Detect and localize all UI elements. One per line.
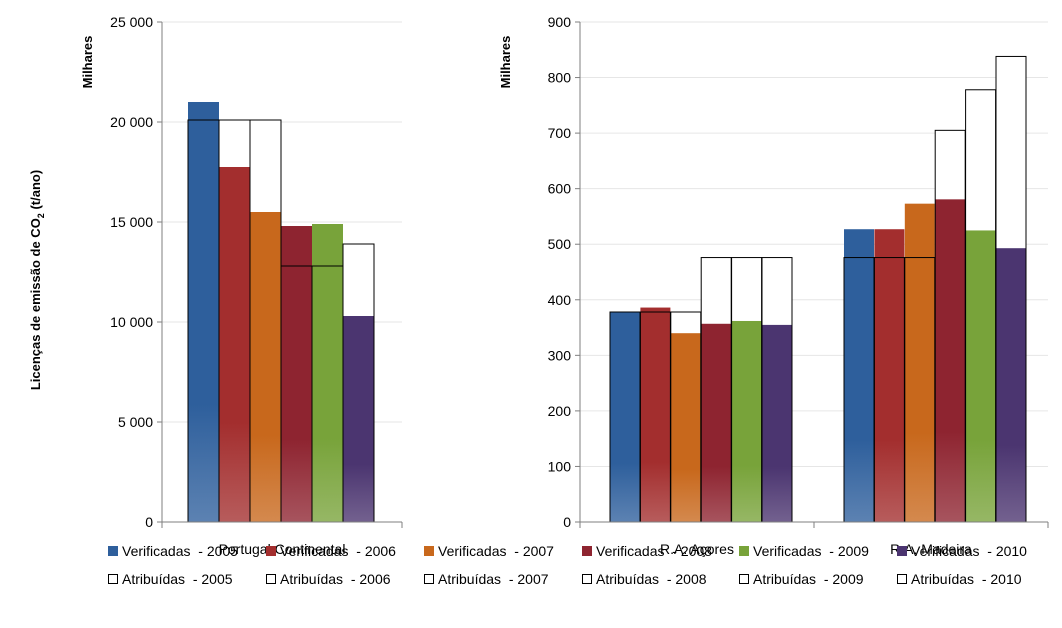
legend-swatch [424, 546, 434, 556]
legend-swatch [108, 574, 118, 584]
bar-allocated-excess [996, 56, 1026, 249]
bar-allocated-excess [731, 257, 762, 321]
y-tick-label: 25 000 [110, 14, 153, 30]
legend-label: Atribuídas - 2010 [911, 571, 1022, 587]
legend-label: Atribuídas - 2008 [596, 571, 707, 587]
legend-swatch [424, 574, 434, 584]
y-tick-label: 0 [145, 514, 153, 530]
bar-verified [670, 333, 701, 522]
bar-verified [343, 316, 374, 522]
panels-layer: 0 5 000 10 000 15 000 20 000 25 000 Milhares Po… [80, 14, 1049, 557]
shared-y-axis-label-tail: (t/ano) [28, 170, 43, 213]
y-tick-label: 100 [548, 458, 572, 474]
bar-allocated-excess [343, 244, 374, 316]
y-tick-label: 900 [548, 14, 572, 30]
y-tick-label: 10 000 [110, 314, 153, 330]
legend-swatch [582, 546, 592, 556]
bar-allocated-excess [250, 120, 281, 212]
bar-verified [701, 323, 732, 522]
category-label: R.A. Madeira [890, 541, 972, 557]
legend-swatch [108, 546, 118, 556]
bar-verified [904, 203, 935, 522]
legend-swatch [897, 546, 907, 556]
legend-swatch [739, 546, 749, 556]
category-label: R.A. Açores [660, 541, 734, 557]
bar-verified [762, 324, 792, 522]
panel-1: 0 100 200 300 400 500 600 700 800 900 Milhares R.A.… [498, 14, 1049, 557]
bar-allocated-excess [762, 257, 792, 325]
legend: Verificadas - 2005 Verificadas - 2006 Veri… [108, 543, 1027, 587]
y-tick-label: 500 [548, 236, 572, 252]
legend-swatch [266, 546, 276, 556]
shared-y-axis-label-subscript: 2 [36, 213, 46, 218]
legend-swatch [739, 574, 749, 584]
bar-allocated-excess [701, 257, 732, 324]
legend-label: Verificadas - 2005 [122, 543, 238, 559]
y-tick-label: 15 000 [110, 214, 153, 230]
bar-allocated-excess [219, 120, 250, 167]
bar-verified [731, 320, 762, 522]
panel-0: 0 5 000 10 000 15 000 20 000 25 000 Milhares Po… [80, 14, 403, 557]
legend-swatch [897, 574, 907, 584]
y-axis-title: Milhares [80, 36, 95, 89]
y-tick-label: 5 000 [118, 414, 153, 430]
bar-verified [219, 167, 250, 522]
shared-y-axis-label: Licenças de emissão de CO2 (t/ano) [28, 170, 46, 390]
legend-label: Verificadas - 2009 [753, 543, 869, 559]
y-tick-label: 200 [548, 403, 572, 419]
y-tick-label: 300 [548, 347, 572, 363]
bar-verified [281, 226, 312, 522]
bar-verified [610, 312, 640, 522]
legend-label: Verificadas - 2010 [911, 543, 1027, 559]
bar-verified [312, 224, 343, 522]
y-tick-label: 20 000 [110, 114, 153, 130]
y-axis-title: Milhares [498, 36, 513, 89]
legend-label: Atribuídas - 2009 [753, 571, 864, 587]
y-tick-label: 800 [548, 70, 572, 86]
bar-verified [874, 229, 905, 522]
y-tick-label: 0 [563, 514, 571, 530]
bar-verified [640, 307, 671, 522]
legend-swatch [266, 574, 276, 584]
shared-y-axis-label-main: Licenças de emissão de CO [28, 218, 43, 390]
bar-allocated-excess [935, 130, 966, 200]
bar-verified [188, 102, 219, 522]
bar-allocated-excess [965, 89, 996, 231]
y-tick-label: 700 [548, 125, 572, 141]
bar-verified [935, 199, 966, 522]
legend-label: Atribuídas - 2006 [280, 571, 391, 587]
legend-label: Verificadas - 2008 [596, 543, 712, 559]
y-tick-label: 600 [548, 181, 572, 197]
category-label: Portugal Continental [219, 541, 346, 557]
y-tick-label: 400 [548, 292, 572, 308]
legend-label: Verificadas - 2007 [438, 543, 554, 559]
legend-swatch [582, 574, 592, 584]
legend-label: Atribuídas - 2005 [122, 571, 233, 587]
legend-label: Verificadas - 2006 [280, 543, 396, 559]
bar-verified [996, 248, 1026, 522]
bar-verified [965, 230, 996, 523]
bar-verified [844, 229, 874, 522]
bar-allocated-excess [670, 312, 701, 334]
legend-label: Atribuídas - 2007 [438, 571, 549, 587]
bar-verified [250, 212, 281, 522]
